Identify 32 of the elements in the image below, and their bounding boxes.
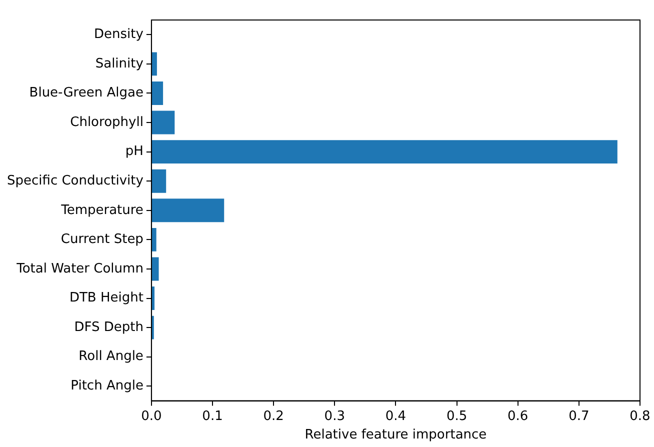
y-tick-label: Pitch Angle xyxy=(70,378,144,394)
bar xyxy=(152,228,156,252)
x-tick-label: 0.1 xyxy=(202,408,223,424)
y-tick-label: Specific Conductivity xyxy=(6,173,144,188)
y-tick-label: Chlorophyll xyxy=(70,114,144,130)
y-tick-label: Salinity xyxy=(95,56,144,72)
x-tick-label: 0.4 xyxy=(385,408,406,424)
bar xyxy=(152,52,157,76)
x-tick-label: 0.5 xyxy=(446,408,468,424)
y-tick-label: DFS Depth xyxy=(74,320,144,335)
bar xyxy=(152,169,166,193)
y-tick-label: Total Water Column xyxy=(16,261,144,276)
x-tick-label: 0.8 xyxy=(630,408,650,424)
x-tick-label: 0.3 xyxy=(324,408,345,424)
x-axis-title: Relative feature importance xyxy=(304,428,487,443)
y-tick-label: Density xyxy=(94,27,144,42)
bar xyxy=(152,257,159,281)
x-tick-label: 0.7 xyxy=(568,408,590,424)
y-tick-label: Blue-Green Algae xyxy=(29,86,144,101)
y-tick-label: Roll Angle xyxy=(78,349,144,364)
y-tick-label: Current Step xyxy=(60,232,144,248)
x-tick-label: 0.6 xyxy=(508,408,528,424)
x-tick-label: 0.0 xyxy=(141,408,162,424)
bar xyxy=(152,82,164,105)
y-tick-label: Temperature xyxy=(60,202,144,218)
bar xyxy=(152,110,175,134)
bar xyxy=(152,286,154,310)
y-tick-label: DTB Height xyxy=(69,290,144,306)
x-tick-label: 0.2 xyxy=(263,408,284,424)
bar xyxy=(152,140,618,164)
bar xyxy=(152,198,224,222)
y-tick-label: pH xyxy=(125,144,144,160)
